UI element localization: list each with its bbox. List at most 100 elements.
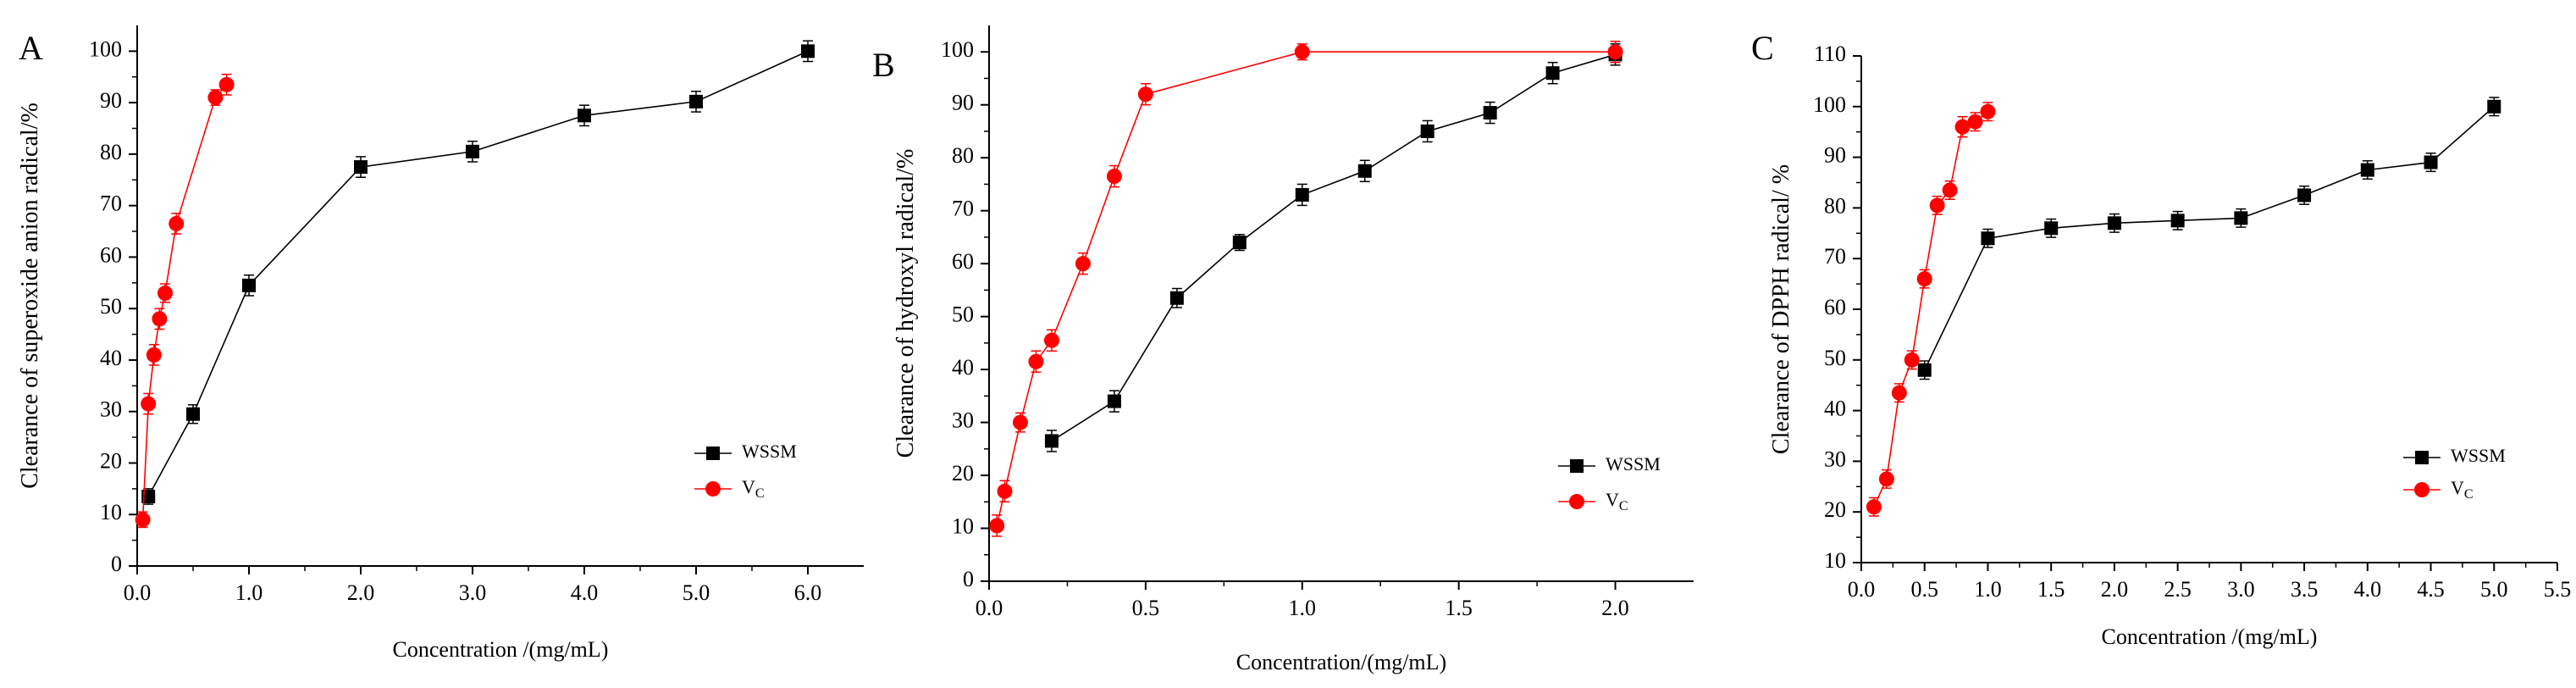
data-point (1028, 353, 1044, 369)
y-tick-label: 90 (1824, 143, 1846, 168)
data-point (207, 90, 224, 106)
y-tick-label: 30 (1824, 447, 1846, 471)
y-tick-label: 40 (100, 346, 122, 370)
data-point (1294, 44, 1310, 60)
data-point (1357, 164, 1372, 178)
y-tick-label: 60 (1824, 295, 1846, 319)
data-point (1545, 66, 1560, 80)
data-point (1169, 291, 1184, 305)
x-tick-label: 1.0 (1289, 596, 1317, 620)
y-tick-label: 90 (952, 91, 974, 115)
panel-label: B (872, 46, 895, 84)
data-point (1917, 363, 1932, 377)
series-line (1923, 106, 2495, 371)
data-point (1954, 119, 1971, 135)
series-wssm (141, 40, 815, 505)
legend-marker (2415, 451, 2429, 464)
data-point (1232, 236, 1247, 250)
legend-label: WSSM (1606, 453, 1661, 474)
data-point (1891, 385, 1907, 401)
data-point (2424, 155, 2438, 169)
x-tick-label: 3.0 (459, 580, 487, 605)
data-point (2170, 214, 2185, 228)
y-tick-label: 30 (952, 408, 974, 433)
x-tick-label: 5.0 (683, 580, 710, 605)
data-point (1904, 352, 1920, 368)
legend-marker (706, 447, 720, 460)
data-point (1295, 187, 1309, 202)
data-point (1967, 114, 1983, 130)
data-point (689, 94, 703, 108)
x-tick-label: 4.0 (571, 580, 599, 605)
x-tick-label: 4.5 (2417, 577, 2445, 602)
series-vc (135, 73, 235, 529)
series-line (141, 84, 228, 520)
data-point (1075, 256, 1091, 272)
x-tick-label: 0.0 (976, 596, 1003, 620)
y-tick-label: 20 (952, 461, 974, 485)
y-tick-label: 40 (952, 355, 974, 380)
y-tick-label: 30 (100, 397, 122, 422)
y-tick-label: 70 (952, 197, 974, 221)
data-point (1980, 103, 1996, 119)
series-vc (989, 40, 1623, 537)
data-point (2044, 221, 2059, 236)
x-tick-label: 3.0 (2227, 577, 2255, 602)
data-point (1420, 124, 1434, 138)
data-point (141, 489, 156, 503)
legend-marker (2414, 482, 2430, 497)
y-tick-label: 70 (1824, 244, 1846, 269)
data-point (466, 144, 479, 158)
y-tick-label: 10 (1824, 548, 1846, 573)
legend-marker (1570, 459, 1584, 473)
panel-label: A (19, 29, 43, 67)
chart-panel-c: C 0.0 0.5 1.0 1.5 2.0 2.5 3.0 3.5 4.0 4.5 5.0 5.5 10 2… (1751, 29, 2571, 649)
data-point (169, 215, 185, 231)
x-tick-label: 2.5 (2164, 577, 2192, 602)
data-point (2234, 211, 2248, 225)
data-point (1107, 394, 1121, 408)
y-tick-label: 40 (1824, 397, 1846, 421)
data-point (146, 347, 162, 363)
data-point (354, 160, 368, 175)
data-point (1878, 471, 1894, 487)
y-tick-label: 80 (1824, 193, 1846, 218)
y-tick-label: 20 (100, 448, 122, 473)
y-tick-label: 110 (1814, 42, 1846, 66)
series-wssm (1917, 97, 2501, 380)
y-tick-label: 100 (89, 36, 122, 61)
data-point (1044, 434, 1059, 448)
data-point (1866, 499, 1882, 515)
x-tick-label: 0.0 (1848, 577, 1876, 602)
y-tick-label: 70 (100, 191, 122, 216)
data-point (1137, 86, 1153, 103)
y-tick-label: 20 (1824, 497, 1846, 522)
x-tick-label: 0.0 (124, 580, 152, 605)
y-tick-label: 100 (941, 37, 974, 62)
y-tick-label: 60 (952, 249, 974, 274)
y-tick-label: 50 (1824, 346, 1846, 370)
x-tick-label: 4.0 (2354, 577, 2382, 602)
series-line (996, 51, 1616, 526)
x-axis-title: Concentration /(mg/mL) (393, 637, 609, 662)
data-point (1043, 332, 1059, 348)
legend-marker (1569, 494, 1584, 509)
data-point (152, 311, 168, 327)
data-point (2107, 216, 2121, 230)
series-line (147, 50, 809, 497)
series-line (1873, 111, 1988, 508)
x-tick-label: 2.0 (2101, 577, 2129, 602)
x-tick-label: 0.5 (1132, 596, 1160, 620)
y-tick-label: 50 (952, 302, 974, 327)
y-axis-title: Clearance of superoxide anion radical/% (17, 103, 43, 489)
x-axis-title: Concentration/(mg/mL) (1236, 650, 1446, 674)
data-point (158, 285, 173, 301)
legend-marker (705, 481, 721, 497)
data-point (2360, 163, 2374, 177)
x-tick-label: 1.0 (235, 580, 263, 605)
x-tick-label: 1.5 (2037, 577, 2065, 602)
legend-label: WSSM (742, 441, 797, 462)
data-point (135, 512, 151, 528)
chart-panel-a: A 0.0 1.0 2.0 3.0 4.0 5.0 6.0 0 10 20 30 40 50 60 70 80 9… (17, 25, 864, 662)
data-point (1942, 182, 1958, 198)
